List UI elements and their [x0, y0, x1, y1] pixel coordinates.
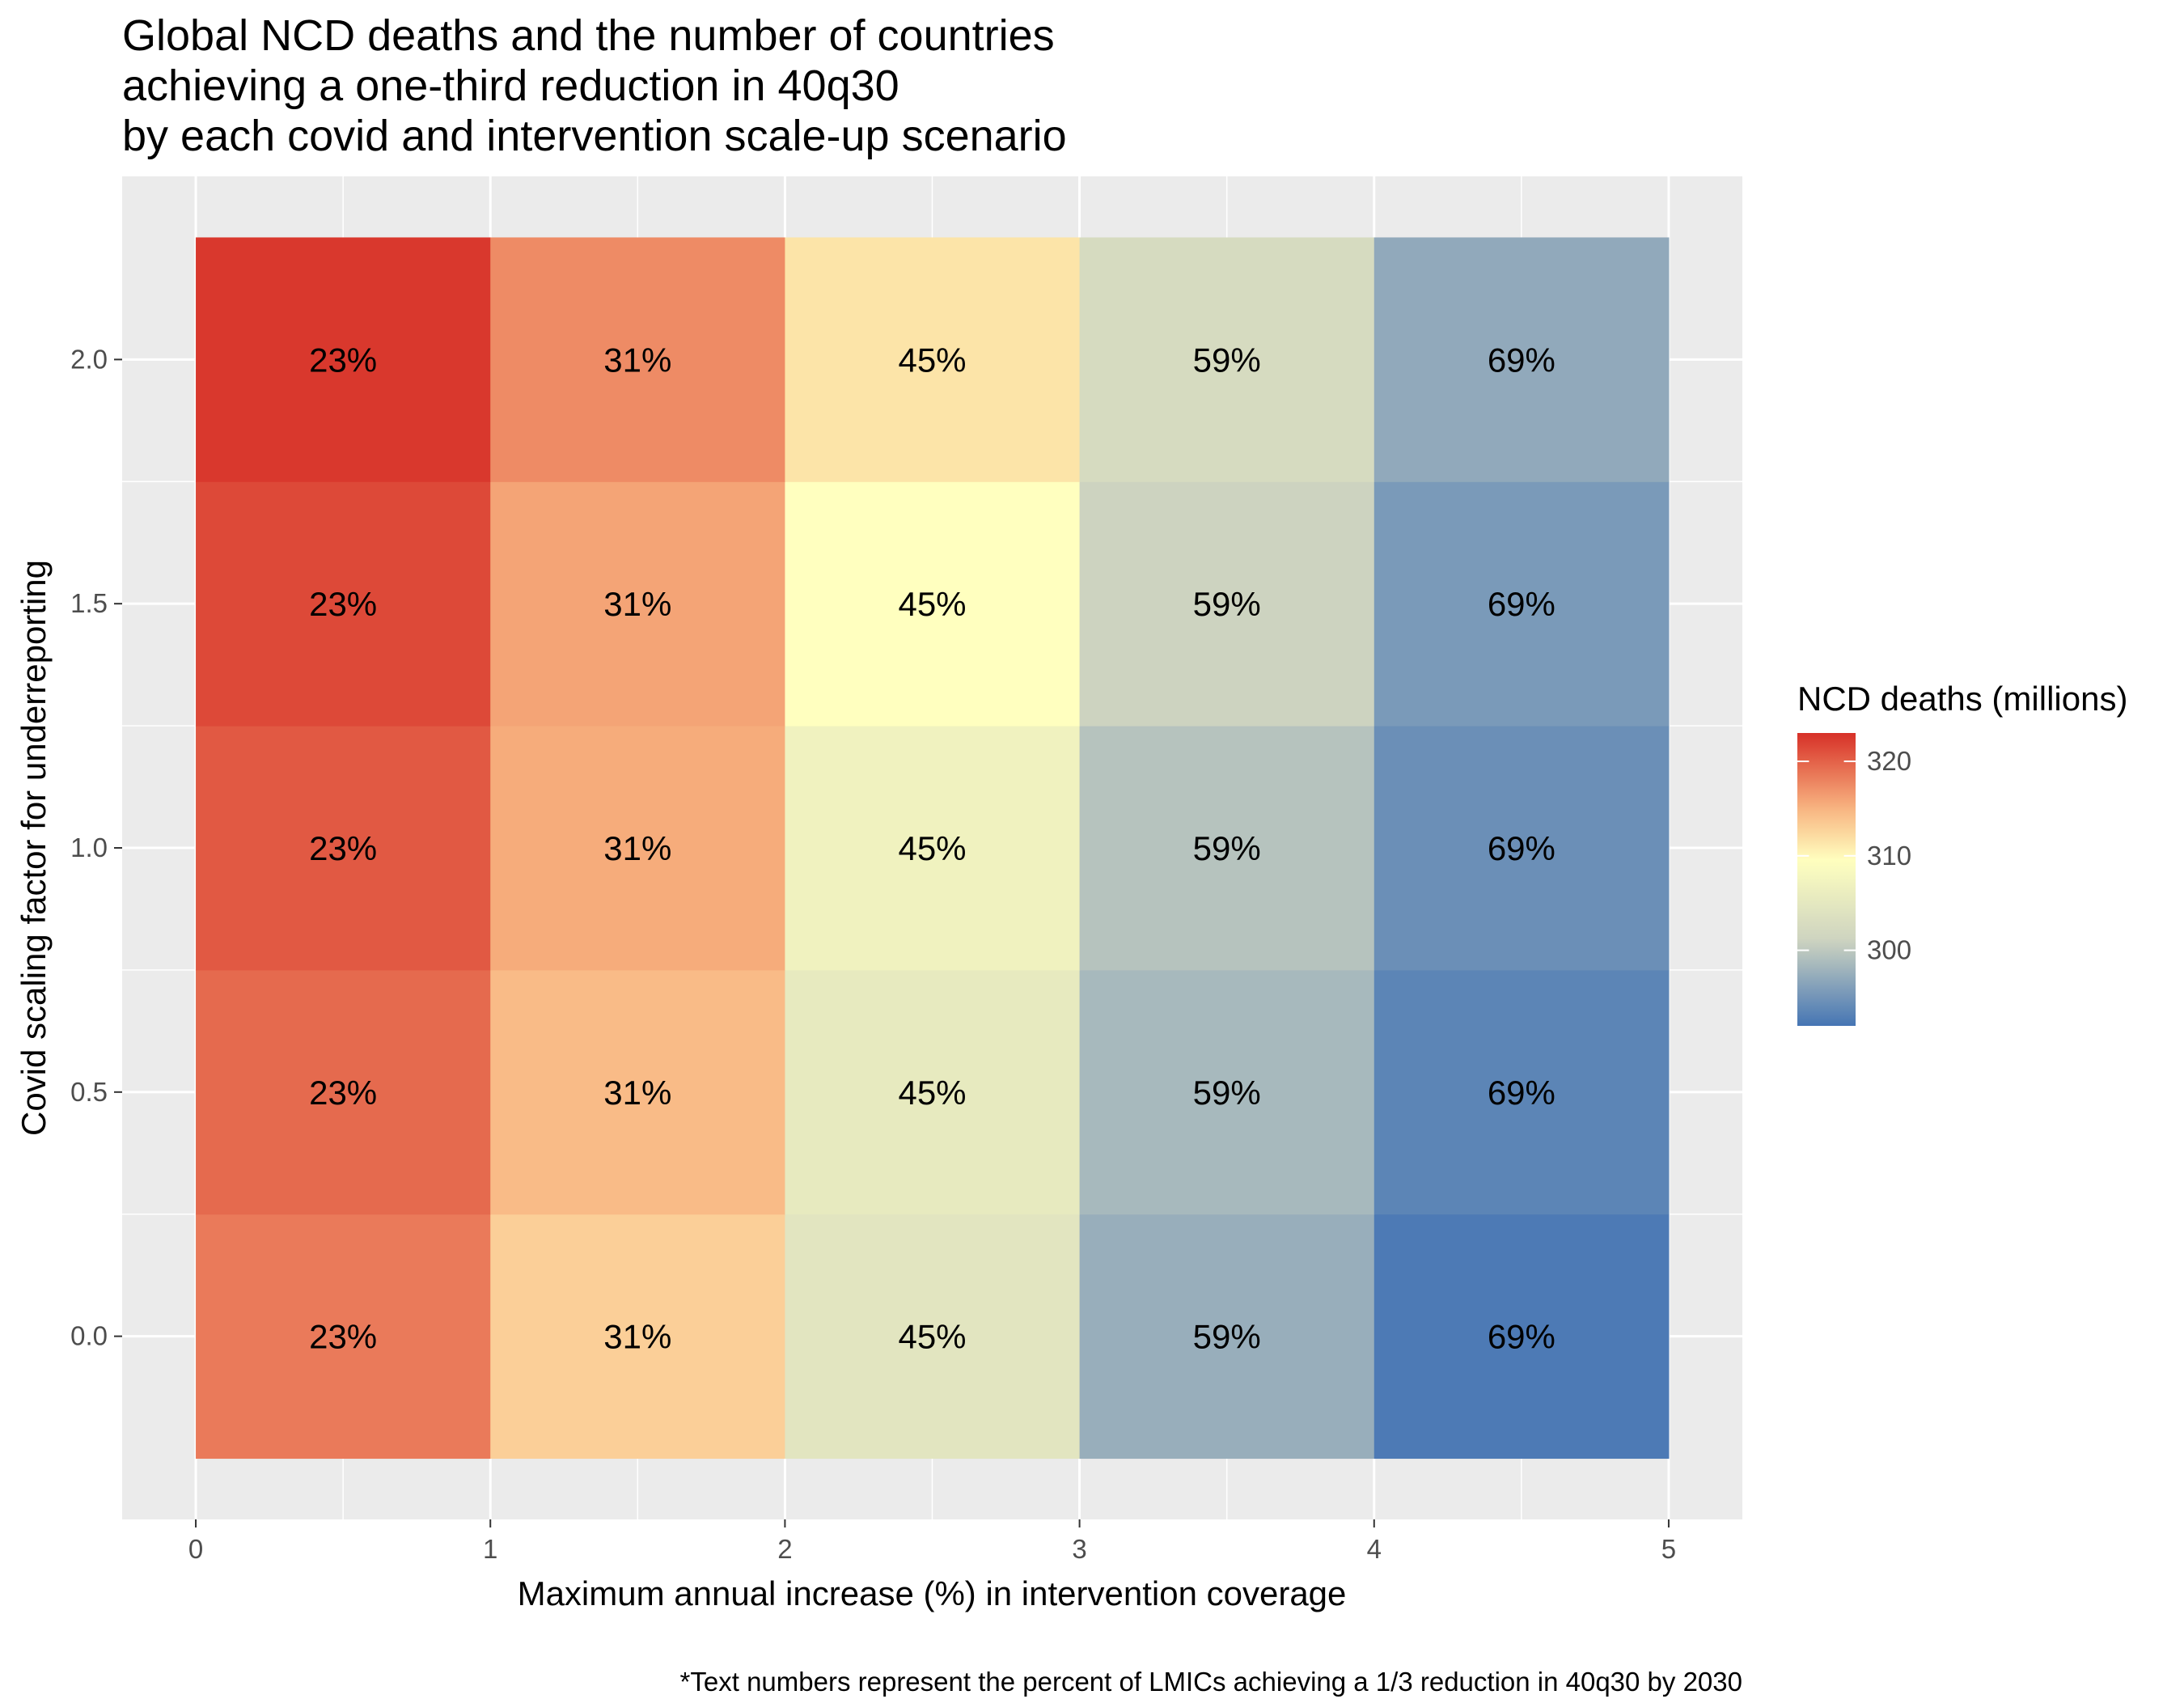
heatmap-tile	[1373, 1214, 1670, 1460]
y-tick-label: 0.5	[70, 1077, 108, 1107]
cell-label: 31%	[603, 1318, 671, 1356]
cell-label: 45%	[898, 829, 966, 867]
heatmap-tile	[1373, 969, 1670, 1215]
x-tick-label: 2	[777, 1534, 792, 1564]
cell-label: 31%	[603, 585, 671, 623]
cell-label: 69%	[1488, 1074, 1555, 1112]
heatmap-tiles	[196, 237, 1670, 1460]
chart-title-line-1: Global NCD deaths and the number of coun…	[122, 11, 1055, 60]
cell-label: 23%	[309, 341, 377, 379]
heatmap-tile	[785, 969, 1081, 1215]
y-axis: 0.0 0.5 1.0 1.5 2.0	[70, 344, 122, 1351]
y-tick-label: 1.5	[70, 588, 108, 618]
y-axis-title: Covid scaling factor for underreporting	[15, 560, 53, 1136]
x-axis-title: Maximum annual increase (%) in intervent…	[518, 1574, 1347, 1612]
cell-label: 69%	[1488, 585, 1555, 623]
x-tick-label: 4	[1367, 1534, 1382, 1564]
legend-tick-label: 310	[1867, 841, 1911, 871]
heatmap-tile	[1079, 237, 1375, 482]
legend: NCD deaths (millions) 320 310 300	[1797, 680, 2127, 1026]
heatmap-tile	[196, 969, 491, 1215]
x-axis: 0 1 2 3 4 5	[188, 1519, 1676, 1564]
heatmap-tile	[785, 237, 1081, 482]
legend-ticks: 320 310 300	[1797, 746, 1911, 965]
heatmap-tile	[1373, 481, 1670, 727]
heatmap-tile	[785, 481, 1081, 727]
heatmap-tile	[490, 726, 785, 971]
cell-label: 23%	[309, 1318, 377, 1356]
cell-label: 31%	[603, 1074, 671, 1112]
heatmap-tile	[1079, 726, 1375, 971]
cell-label: 59%	[1193, 1318, 1261, 1356]
legend-colorbar	[1797, 733, 1856, 1026]
cell-label: 59%	[1193, 585, 1261, 623]
cell-label: 23%	[309, 1074, 377, 1112]
y-tick-label: 1.0	[70, 833, 108, 862]
cell-label: 31%	[603, 341, 671, 379]
x-tick-label: 0	[188, 1534, 203, 1564]
heatmap-tile	[1079, 481, 1375, 727]
cell-labels: 23% 31% 45% 59% 69% 23% 31% 45% 59% 69% 23% 31% 45% 5…	[309, 341, 1555, 1355]
legend-tick-label: 320	[1867, 746, 1911, 776]
heatmap-tile	[1373, 237, 1670, 482]
heatmap-tile	[785, 726, 1081, 971]
cell-label: 31%	[603, 829, 671, 867]
x-tick-label: 5	[1661, 1534, 1676, 1564]
x-tick-label: 3	[1072, 1534, 1086, 1564]
cell-label: 23%	[309, 585, 377, 623]
heatmap-tile	[1079, 969, 1375, 1215]
cell-label: 45%	[898, 1318, 966, 1356]
cell-label: 69%	[1488, 829, 1555, 867]
cell-label: 59%	[1193, 1074, 1261, 1112]
cell-label: 23%	[309, 829, 377, 867]
chart-title-line-2: achieving a one-third reduction in 40q30	[122, 61, 899, 110]
heatmap-tile	[490, 969, 785, 1215]
caption: *Text numbers represent the percent of L…	[680, 1667, 1742, 1697]
y-tick-label: 2.0	[70, 344, 108, 374]
legend-tick-label: 300	[1867, 935, 1911, 965]
cell-label: 45%	[898, 1074, 966, 1112]
cell-label: 45%	[898, 341, 966, 379]
cell-label: 59%	[1193, 341, 1261, 379]
heatmap-tile	[490, 481, 785, 727]
cell-label: 69%	[1488, 1318, 1555, 1356]
heatmap-tile	[1079, 1214, 1375, 1460]
x-tick-label: 1	[483, 1534, 497, 1564]
heatmap-tile	[196, 726, 491, 971]
y-tick-label: 0.0	[70, 1321, 108, 1351]
chart-title-line-3: by each covid and intervention scale-up …	[122, 112, 1067, 160]
cell-label: 45%	[898, 585, 966, 623]
cell-label: 69%	[1488, 341, 1555, 379]
heatmap-tile	[785, 1214, 1081, 1460]
heatmap-tile	[490, 1214, 785, 1460]
heatmap-tile	[196, 237, 491, 482]
cell-label: 59%	[1193, 829, 1261, 867]
heatmap-tile	[196, 481, 491, 727]
heatmap-tile	[196, 1214, 491, 1460]
heatmap-tile	[1373, 726, 1670, 971]
heatmap-tile	[490, 237, 785, 482]
legend-title: NCD deaths (millions)	[1797, 680, 2127, 718]
